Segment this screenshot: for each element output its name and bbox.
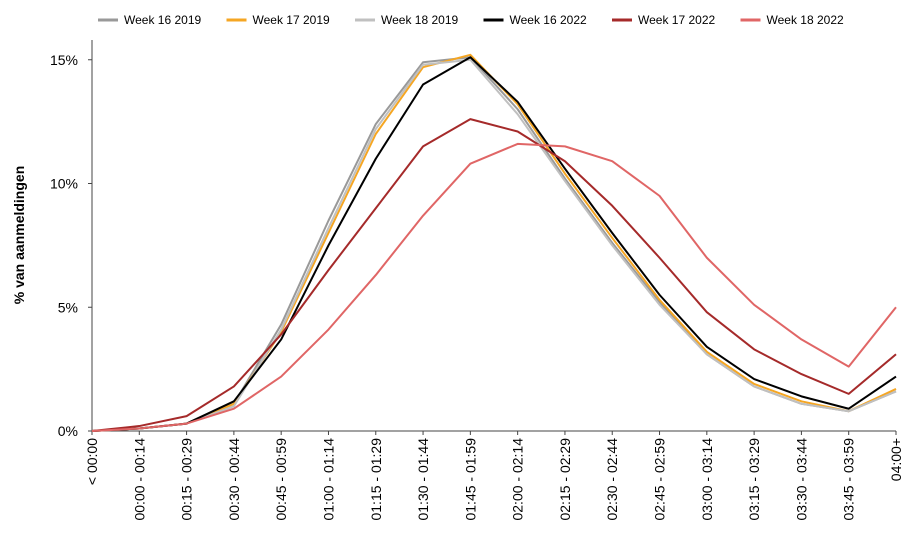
y-tick-label: 5% <box>58 299 78 315</box>
x-tick-label: 04:00+ <box>888 438 903 481</box>
x-tick-label: 00:00 - 00:14 <box>131 438 147 521</box>
series-line <box>91 118 897 432</box>
x-tick-label: 03:15 - 03:29 <box>746 438 762 521</box>
y-tick-label: 10% <box>50 176 78 192</box>
x-tick-label: 00:30 - 00:44 <box>226 438 242 521</box>
x-tick-label: 02:00 - 02:14 <box>510 438 526 521</box>
x-tick-label: < 00:00 <box>84 438 100 485</box>
x-tick-label: 00:15 - 00:29 <box>179 438 195 521</box>
y-tick-label: 0% <box>58 423 78 439</box>
x-tick-label: 00:45 - 00:59 <box>273 438 289 521</box>
legend-label: Week 18 2019 <box>381 13 458 27</box>
legend-label: Week 18 2022 <box>767 13 844 27</box>
series-line <box>91 56 897 432</box>
x-tick-label: 03:30 - 03:44 <box>793 438 809 521</box>
series-line <box>91 53 897 432</box>
x-tick-label: 02:45 - 02:59 <box>652 438 668 521</box>
legend-label: Week 17 2022 <box>638 13 715 27</box>
x-tick-label: 02:15 - 02:29 <box>557 438 573 521</box>
x-tick-label: 02:30 - 02:44 <box>604 438 620 521</box>
x-tick-label: 01:45 - 01:59 <box>462 438 478 521</box>
x-tick-label: 01:00 - 01:14 <box>320 438 336 521</box>
y-tick-label: 15% <box>50 52 78 68</box>
legend-label: Week 16 2022 <box>510 13 587 27</box>
x-tick-label: 03:45 - 03:59 <box>841 438 857 521</box>
series-line <box>91 58 897 432</box>
legend-label: Week 16 2019 <box>124 13 201 27</box>
y-axis-label: % van aanmeldingen <box>11 166 27 304</box>
series-line <box>91 142 897 432</box>
x-tick-label: 01:30 - 01:44 <box>415 438 431 521</box>
series-line <box>91 56 897 432</box>
x-tick-label: 01:15 - 01:29 <box>368 438 384 521</box>
legend-label: Week 17 2019 <box>253 13 330 27</box>
x-tick-label: 03:00 - 03:14 <box>699 438 715 521</box>
